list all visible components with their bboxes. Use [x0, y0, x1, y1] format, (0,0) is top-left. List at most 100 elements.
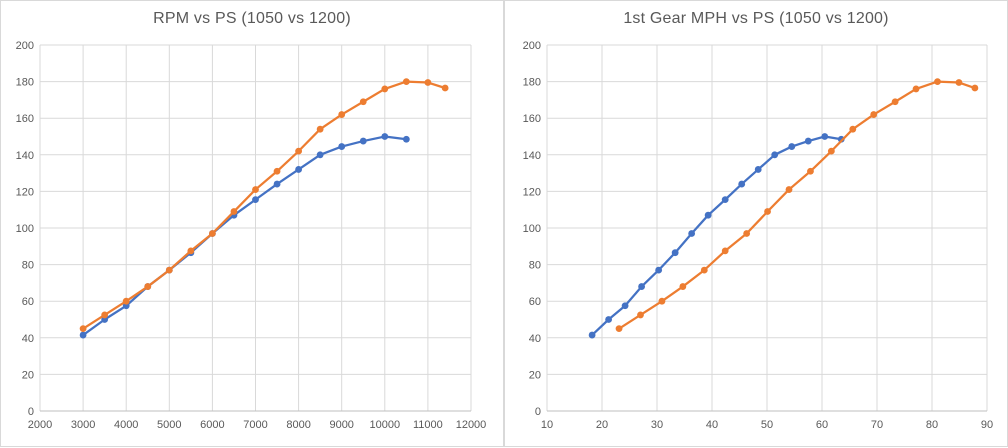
rpm-vs-ps-plot: 2000 3000 4000 5000 6000 7000 8000 9000 10000 110… — [16, 40, 487, 431]
x-tick-label: 3000 — [71, 419, 95, 431]
x-tick-label: 4000 — [114, 419, 138, 431]
x-tick-label: 90 — [981, 419, 993, 431]
series-marker-1050 — [605, 316, 612, 323]
series-marker-1200 — [934, 78, 941, 85]
series-marker-1200 — [441, 84, 449, 92]
series-marker-1050 — [655, 266, 663, 274]
series-marker-1050 — [638, 283, 645, 290]
series-marker-1050 — [359, 137, 367, 145]
series-marker-1050 — [588, 331, 596, 339]
y-tick-label: 160 — [523, 113, 541, 125]
chart-panel-mph-vs-ps: 10 20 30 40 50 60 70 80 90 0 20 40 60 80 100 120 140 160 1… — [504, 0, 1008, 447]
x-tick-label: 80 — [926, 419, 938, 431]
series-marker-1200 — [79, 325, 87, 333]
mph-vs-ps-plot: 10 20 30 40 50 60 70 80 90 0 20 40 60 80 100 120 140 160 1… — [523, 40, 993, 431]
x-tick-label: 70 — [871, 419, 883, 431]
series-marker-1200 — [807, 167, 814, 175]
series-marker-1050 — [771, 151, 779, 159]
chart-panel-rpm-vs-ps: 2000 3000 4000 5000 6000 7000 8000 9000 10000 110… — [0, 0, 504, 447]
series-marker-1200 — [144, 283, 152, 290]
series-marker-1200 — [658, 297, 666, 305]
x-tick-label: 10000 — [370, 419, 401, 431]
series-marker-1050 — [788, 143, 796, 150]
y-tick-label: 20 — [22, 369, 34, 381]
x-tick-label: 12000 — [456, 419, 487, 431]
series-marker-1200 — [721, 247, 729, 255]
series-line-1200 — [81, 80, 447, 330]
series-marker-1050 — [738, 180, 746, 188]
series-line-1050 — [590, 135, 843, 337]
series-marker-1200 — [615, 325, 623, 333]
series-marker-1200 — [381, 85, 389, 93]
y-tick-label: 80 — [22, 260, 34, 272]
series-marker-1050 — [721, 196, 729, 204]
series-marker-1050 — [821, 133, 829, 140]
y-tick-label: 40 — [22, 333, 34, 345]
y-tick-label: 100 — [16, 223, 34, 235]
series-marker-1050 — [688, 230, 696, 237]
series-marker-1200 — [295, 147, 302, 155]
series-marker-1050 — [754, 166, 762, 173]
series-marker-1050 — [79, 331, 87, 339]
x-tick-label: 7000 — [243, 419, 267, 431]
series-marker-1200 — [101, 311, 109, 319]
series-marker-1050 — [402, 135, 410, 143]
series-marker-1200 — [764, 208, 771, 215]
series-marker-1200 — [230, 208, 238, 215]
series-marker-1200 — [402, 78, 410, 85]
x-tick-label: 6000 — [200, 419, 224, 431]
series-marker-1200 — [273, 167, 281, 175]
y-tick-label: 60 — [529, 296, 541, 308]
series-marker-1200 — [700, 266, 708, 274]
series-marker-1200 — [870, 111, 878, 118]
series-marker-1200 — [743, 230, 751, 237]
x-tick-label: 5000 — [157, 419, 181, 431]
series-marker-1200 — [359, 98, 367, 106]
y-tick-label: 0 — [28, 406, 34, 418]
y-tick-label: 160 — [16, 113, 34, 125]
y-tick-label: 120 — [16, 186, 34, 198]
x-tick-label: 40 — [706, 419, 718, 431]
y-tick-label: 180 — [16, 77, 34, 89]
y-tick-label: 180 — [523, 77, 541, 89]
x-tick-label: 11000 — [413, 419, 443, 431]
x-tick-label: 30 — [651, 419, 663, 431]
series-marker-1200 — [827, 147, 835, 155]
series-marker-1050 — [252, 196, 259, 204]
series-marker-1050 — [338, 143, 346, 150]
x-tick-label: 60 — [816, 419, 828, 431]
series-marker-1050 — [381, 133, 389, 140]
y-tick-label: 100 — [523, 223, 541, 235]
y-tick-label: 120 — [523, 186, 541, 198]
x-tick-label: 50 — [761, 419, 773, 431]
series-marker-1050 — [837, 135, 845, 143]
y-tick-label: 60 — [22, 296, 34, 308]
series-marker-1200 — [209, 230, 216, 237]
series-marker-1050 — [671, 249, 679, 257]
x-tick-label: 20 — [596, 419, 608, 431]
series-marker-1050 — [316, 151, 324, 159]
y-tick-label: 20 — [529, 369, 541, 381]
series-marker-1200 — [187, 247, 195, 255]
series-marker-1200 — [912, 85, 920, 93]
y-tick-label: 0 — [535, 406, 541, 418]
y-tick-label: 140 — [16, 150, 34, 162]
y-tick-label: 80 — [529, 260, 541, 272]
series-line-1200 — [617, 80, 977, 330]
x-tick-label: 8000 — [286, 419, 310, 431]
series-marker-1200 — [637, 311, 644, 319]
series-marker-1200 — [122, 297, 130, 305]
series-marker-1200 — [679, 283, 687, 290]
series-marker-1050 — [621, 302, 629, 310]
series-marker-1200 — [165, 266, 173, 274]
series-marker-1200 — [252, 186, 259, 193]
series-marker-1200 — [316, 125, 324, 133]
series-marker-1050 — [704, 211, 712, 219]
x-tick-label: 2000 — [28, 419, 52, 431]
x-tick-label: 9000 — [329, 419, 353, 431]
series-marker-1200 — [424, 79, 432, 86]
series-marker-1200 — [849, 125, 857, 133]
series-marker-1200 — [971, 84, 979, 92]
x-tick-label: 10 — [541, 419, 553, 431]
